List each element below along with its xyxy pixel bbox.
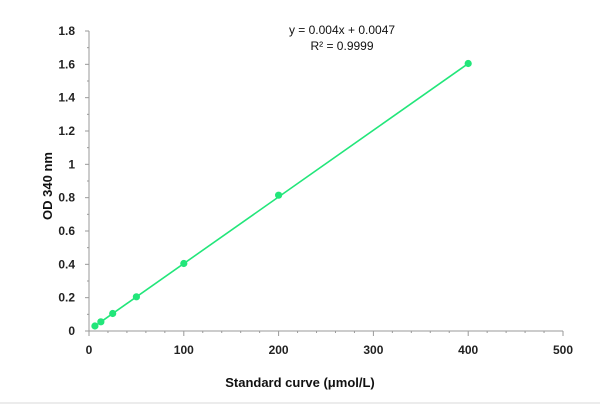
y-tick-label: 1 (68, 157, 75, 171)
y-tick-label: 1.4 (58, 91, 75, 105)
data-point (91, 322, 99, 330)
y-tick-label: 1.2 (58, 124, 75, 138)
axes (88, 31, 563, 332)
data-point (180, 259, 188, 268)
trendline-equation: y = 0.004x + 0.0047 (289, 23, 395, 37)
data-points (91, 59, 472, 330)
y-axis-title: OD 340 nm (40, 152, 55, 220)
y-tick-label: 0 (68, 324, 75, 338)
data-point (109, 309, 117, 318)
x-axis-title: Standard curve (μmol/L) (225, 375, 375, 390)
y-tick-label: 0.4 (58, 257, 75, 271)
x-tick-label: 400 (458, 343, 478, 357)
y-tick-label: 0.8 (58, 191, 75, 205)
x-axis-ticks: 0 100 200 300 400 500 (86, 331, 573, 357)
x-tick-label: 0 (86, 343, 93, 357)
y-tick-label: 1.6 (58, 57, 75, 71)
y-tick-label: 0.6 (58, 224, 75, 238)
data-point (97, 318, 105, 326)
x-tick-label: 500 (553, 343, 573, 357)
y-axis-ticks: 0 0.2 0.4 0.6 0.8 1 1.2 1.4 1.6 1.8 (58, 24, 89, 338)
y-tick-label: 1.8 (58, 24, 75, 38)
x-tick-label: 200 (269, 343, 289, 357)
y-tick-label: 0.2 (58, 291, 75, 305)
data-point (132, 293, 140, 301)
data-point (464, 59, 472, 68)
x-tick-label: 100 (174, 343, 194, 357)
r-squared-value: R² = 0.9999 (310, 39, 373, 53)
data-point (275, 191, 283, 199)
x-tick-label: 300 (363, 343, 383, 357)
